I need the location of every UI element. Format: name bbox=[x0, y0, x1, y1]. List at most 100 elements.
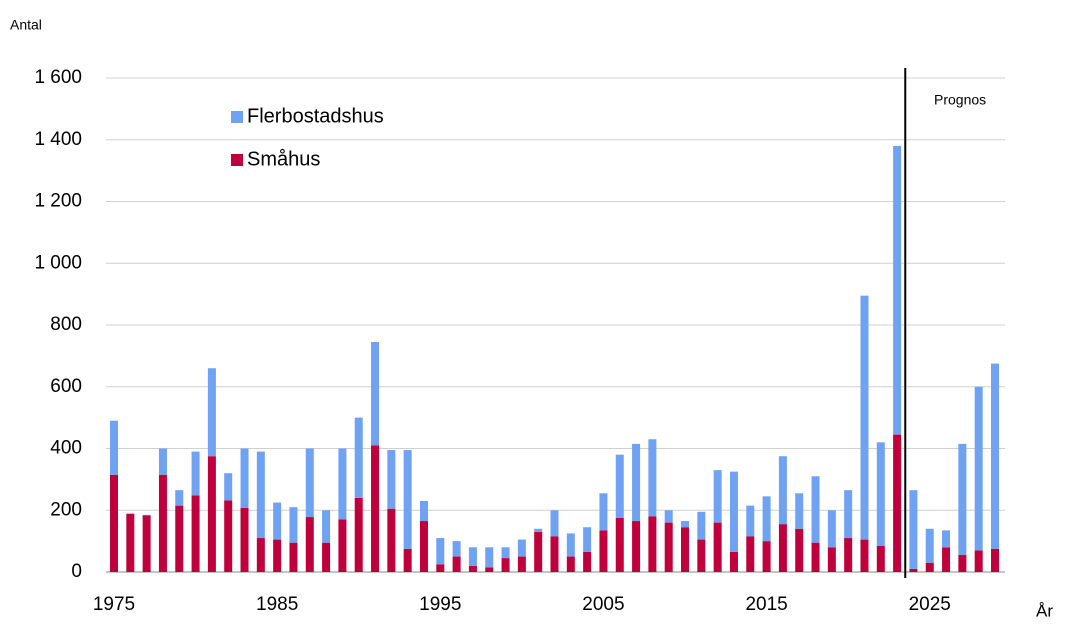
bar-segment bbox=[207, 368, 216, 457]
bar-segment bbox=[909, 568, 918, 572]
bar-segment bbox=[175, 490, 184, 506]
bar-segment bbox=[517, 556, 526, 572]
legend-label: Flerbostadshus bbox=[247, 105, 384, 127]
bar-segment bbox=[534, 528, 543, 532]
bar-segment bbox=[338, 519, 347, 572]
bar-segment bbox=[974, 550, 983, 572]
bar-segment bbox=[615, 517, 624, 572]
bar-segment bbox=[991, 548, 999, 572]
bar-segment bbox=[126, 513, 135, 514]
bar-segment bbox=[142, 514, 151, 516]
y-axis-label: Antal bbox=[10, 17, 42, 33]
bar-segment bbox=[305, 517, 314, 572]
bar-segment bbox=[729, 551, 738, 572]
bar-segment bbox=[811, 476, 820, 543]
bar-segment bbox=[925, 562, 934, 572]
x-tick-label: 2025 bbox=[909, 594, 951, 615]
bar-segment bbox=[713, 522, 722, 572]
bar-segment bbox=[827, 547, 836, 572]
y-tick-label: 1 600 bbox=[34, 67, 82, 88]
y-tick-label: 1 200 bbox=[34, 191, 82, 212]
legend-label: Småhus bbox=[247, 148, 320, 170]
bar-segment bbox=[583, 527, 592, 552]
bar-segment bbox=[778, 524, 787, 572]
bar-segment bbox=[273, 502, 282, 540]
x-tick-label: 1985 bbox=[256, 594, 298, 615]
y-tick-label: 1 000 bbox=[34, 252, 82, 273]
bar-segment bbox=[289, 542, 298, 572]
bar-segment bbox=[501, 547, 510, 559]
bar-segment bbox=[371, 445, 380, 572]
bar-segment bbox=[305, 448, 314, 518]
bar-segment bbox=[599, 530, 608, 572]
y-tick-label: 400 bbox=[50, 438, 82, 459]
bar-segment bbox=[746, 536, 755, 572]
bar-segment bbox=[110, 474, 118, 572]
bar-segment bbox=[697, 511, 706, 540]
bar-segment bbox=[648, 516, 657, 572]
bar-segment bbox=[452, 556, 461, 572]
bar-segment bbox=[485, 547, 494, 568]
bar-segment bbox=[958, 443, 967, 556]
bar-segment bbox=[762, 541, 771, 572]
bar-segment bbox=[322, 542, 331, 572]
y-tick-label: 600 bbox=[50, 376, 82, 397]
bar-segment bbox=[289, 507, 298, 543]
bar-segment bbox=[893, 434, 902, 572]
bar-segment bbox=[583, 551, 592, 572]
bar-segment bbox=[338, 448, 347, 520]
bar-segment bbox=[909, 490, 918, 569]
bar-segment bbox=[256, 538, 265, 572]
bar-segment bbox=[387, 508, 396, 572]
bar-segment bbox=[387, 450, 396, 509]
bar-segment bbox=[746, 505, 755, 537]
bar-segment bbox=[632, 443, 641, 522]
bar-segment bbox=[436, 538, 445, 565]
bar-segment bbox=[142, 515, 151, 572]
bar-segment bbox=[273, 539, 282, 572]
bar-segment bbox=[844, 490, 853, 539]
bar-segment bbox=[876, 442, 885, 546]
bar-segment bbox=[207, 456, 216, 572]
bar-segment bbox=[322, 510, 331, 543]
bar-segment bbox=[468, 547, 477, 566]
bar-segment bbox=[436, 564, 445, 572]
bar-segment bbox=[974, 386, 983, 551]
bar-segment bbox=[632, 521, 641, 572]
bar-segment bbox=[354, 497, 363, 572]
bar-segment bbox=[158, 474, 167, 572]
bar-segment bbox=[550, 510, 559, 537]
bar-segment bbox=[256, 451, 265, 539]
bar-segment bbox=[681, 521, 690, 528]
bar-segment bbox=[403, 548, 412, 572]
bar-segment bbox=[485, 567, 494, 572]
bar-segment bbox=[762, 496, 771, 542]
bar-segment bbox=[419, 500, 428, 522]
bar-segment bbox=[811, 542, 820, 572]
bar-segment bbox=[403, 450, 412, 549]
bar-segment bbox=[468, 565, 477, 572]
legend-swatch bbox=[231, 154, 243, 166]
bar-segment bbox=[876, 545, 885, 572]
bar-segment bbox=[240, 448, 249, 508]
bar-segment bbox=[158, 448, 167, 475]
bar-segment bbox=[501, 558, 510, 572]
x-tick-label: 1975 bbox=[93, 594, 135, 615]
annotation: Prognos bbox=[934, 92, 986, 108]
bar-segment bbox=[371, 341, 380, 446]
bar-segment bbox=[713, 470, 722, 523]
bar-segment bbox=[795, 528, 804, 572]
bar-segment bbox=[844, 538, 853, 572]
bar-segment bbox=[860, 295, 869, 540]
bar-segment bbox=[925, 528, 934, 563]
bar-segment bbox=[958, 555, 967, 572]
bar-segment bbox=[599, 493, 608, 531]
bar-segment bbox=[664, 522, 673, 572]
bar-segment bbox=[550, 536, 559, 572]
bar-segment bbox=[224, 500, 233, 572]
legend-swatch bbox=[231, 111, 243, 123]
bar-segment bbox=[827, 510, 836, 548]
bar-segment bbox=[240, 507, 249, 572]
bar-segment bbox=[566, 556, 575, 572]
